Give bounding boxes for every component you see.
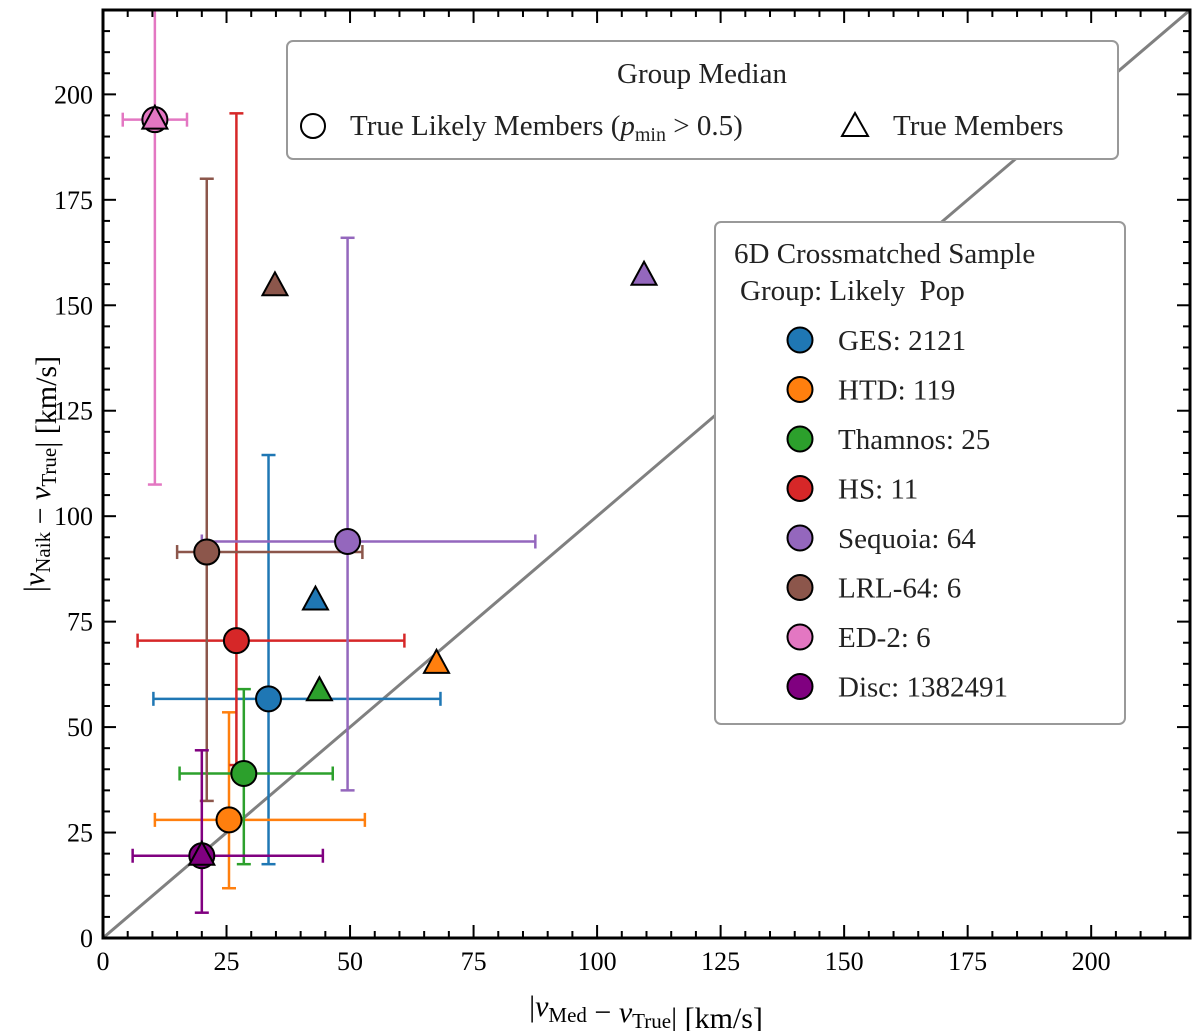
error-bars-htd bbox=[153, 711, 367, 890]
point-triangle-lrl-64 bbox=[260, 270, 290, 297]
error-bars-sequoia bbox=[200, 236, 537, 792]
x-tick-label: 50 bbox=[337, 947, 363, 976]
y-axis-label: |vNaik − vTrue| [km/s] bbox=[18, 356, 63, 592]
legend-item-thamnos: Thamnos: 25 bbox=[786, 424, 990, 456]
x-tick-label: 100 bbox=[578, 947, 617, 976]
legend-group-subtitle: Group: Likely Pop bbox=[740, 275, 965, 307]
y-tick-label: 0 bbox=[80, 924, 93, 953]
legend-swatch-thamnos bbox=[786, 425, 814, 453]
y-tick-label: 125 bbox=[54, 397, 93, 426]
y-tick-label: 100 bbox=[54, 502, 93, 531]
point-circle-thamnos bbox=[230, 759, 258, 787]
x-tick-label: 0 bbox=[97, 947, 110, 976]
point-circle-hs bbox=[222, 627, 250, 655]
legend-swatch-lrl-64 bbox=[786, 574, 814, 601]
x-tick-label: 200 bbox=[1072, 947, 1111, 976]
error-bars-ges bbox=[152, 453, 442, 866]
tick-layer: 0 25 50 75 100 125 150 175 200 0 25 50 75 100 125 150 17… bbox=[54, 9, 1191, 976]
legend-swatch-htd bbox=[786, 376, 814, 403]
y-tick-label: 75 bbox=[67, 608, 93, 637]
y-tick-label: 50 bbox=[67, 713, 93, 742]
legend-label-sequoia: Sequoia: 64 bbox=[838, 523, 976, 555]
legend-marker-types: Group Median True Likely Members (pmin >… bbox=[286, 40, 1119, 160]
x-axis-label: |vMed − vTrue| [km/s] bbox=[529, 990, 763, 1031]
error-bars-ed-2 bbox=[121, 10, 189, 486]
x-tick-label: 25 bbox=[214, 947, 240, 976]
one-to-one-line bbox=[103, 10, 1190, 938]
legend-label-ges: GES: 2121 bbox=[838, 325, 966, 357]
legend-swatch-sequoia bbox=[786, 524, 814, 552]
x-tick-label: 75 bbox=[461, 947, 487, 976]
legend-groups: 6D Crossmatched Sample Group: Likely Pop… bbox=[714, 221, 1126, 725]
point-triangle-ges bbox=[301, 584, 330, 611]
legend-item-ges: GES: 2121 bbox=[786, 325, 966, 357]
point-circle-sequoia bbox=[334, 527, 362, 555]
y-tick-label: 150 bbox=[54, 291, 93, 320]
legend-label-disc: Disc: 1382491 bbox=[838, 672, 1008, 704]
point-triangle-htd bbox=[422, 647, 451, 674]
error-bars-hs bbox=[136, 112, 406, 767]
legend-label-thamnos: Thamnos: 25 bbox=[838, 424, 990, 456]
point-circle-lrl-64 bbox=[193, 538, 221, 566]
y-tick-label: 200 bbox=[54, 80, 93, 109]
legend-swatch-hs bbox=[786, 475, 814, 502]
point-circle-ges bbox=[255, 685, 283, 713]
legend-triangle-label: True Members bbox=[893, 110, 1064, 142]
point-triangle-ed-2 bbox=[140, 103, 170, 130]
legend-item-lrl-64: LRL-64: 6 bbox=[786, 573, 961, 605]
legend-circle-icon bbox=[300, 113, 326, 139]
point-triangle-sequoia bbox=[629, 259, 659, 286]
x-tick-label: 150 bbox=[825, 947, 864, 976]
x-tick-label: 125 bbox=[701, 947, 740, 976]
error-bars-disc bbox=[131, 749, 325, 914]
legend-item-htd: HTD: 119 bbox=[786, 375, 955, 407]
legend-item-ed-2: ED-2: 6 bbox=[786, 622, 931, 654]
legend-swatch-disc bbox=[786, 673, 814, 700]
point-triangle-disc bbox=[187, 839, 216, 866]
y-tick-label: 175 bbox=[54, 186, 93, 215]
legend-marker-title: Group Median bbox=[617, 58, 787, 90]
legend-swatch-ges bbox=[786, 326, 814, 354]
y-tick-label: 25 bbox=[67, 819, 93, 848]
legend-label-hs: HS: 11 bbox=[838, 474, 918, 506]
x-tick-label: 175 bbox=[948, 947, 987, 976]
legend-item-sequoia: Sequoia: 64 bbox=[786, 523, 976, 555]
legend-label-lrl-64: LRL-64: 6 bbox=[838, 573, 961, 605]
legend-circle-label: True Likely Members (pmin > 0.5) bbox=[350, 110, 743, 146]
legend-item-disc: Disc: 1382491 bbox=[786, 672, 1008, 704]
legend-label-htd: HTD: 119 bbox=[838, 375, 955, 407]
legend-triangle-icon bbox=[840, 110, 870, 137]
point-circle-htd bbox=[215, 806, 243, 834]
reference-line-layer bbox=[103, 10, 1190, 938]
point-triangle-thamnos bbox=[305, 675, 334, 702]
marker-layer bbox=[140, 103, 659, 870]
legend-label-ed-2: ED-2: 6 bbox=[838, 622, 931, 654]
legend-group-title: 6D Crossmatched Sample bbox=[734, 238, 1035, 270]
legend-swatch-ed-2 bbox=[786, 623, 814, 651]
legend-item-hs: HS: 11 bbox=[786, 474, 918, 506]
